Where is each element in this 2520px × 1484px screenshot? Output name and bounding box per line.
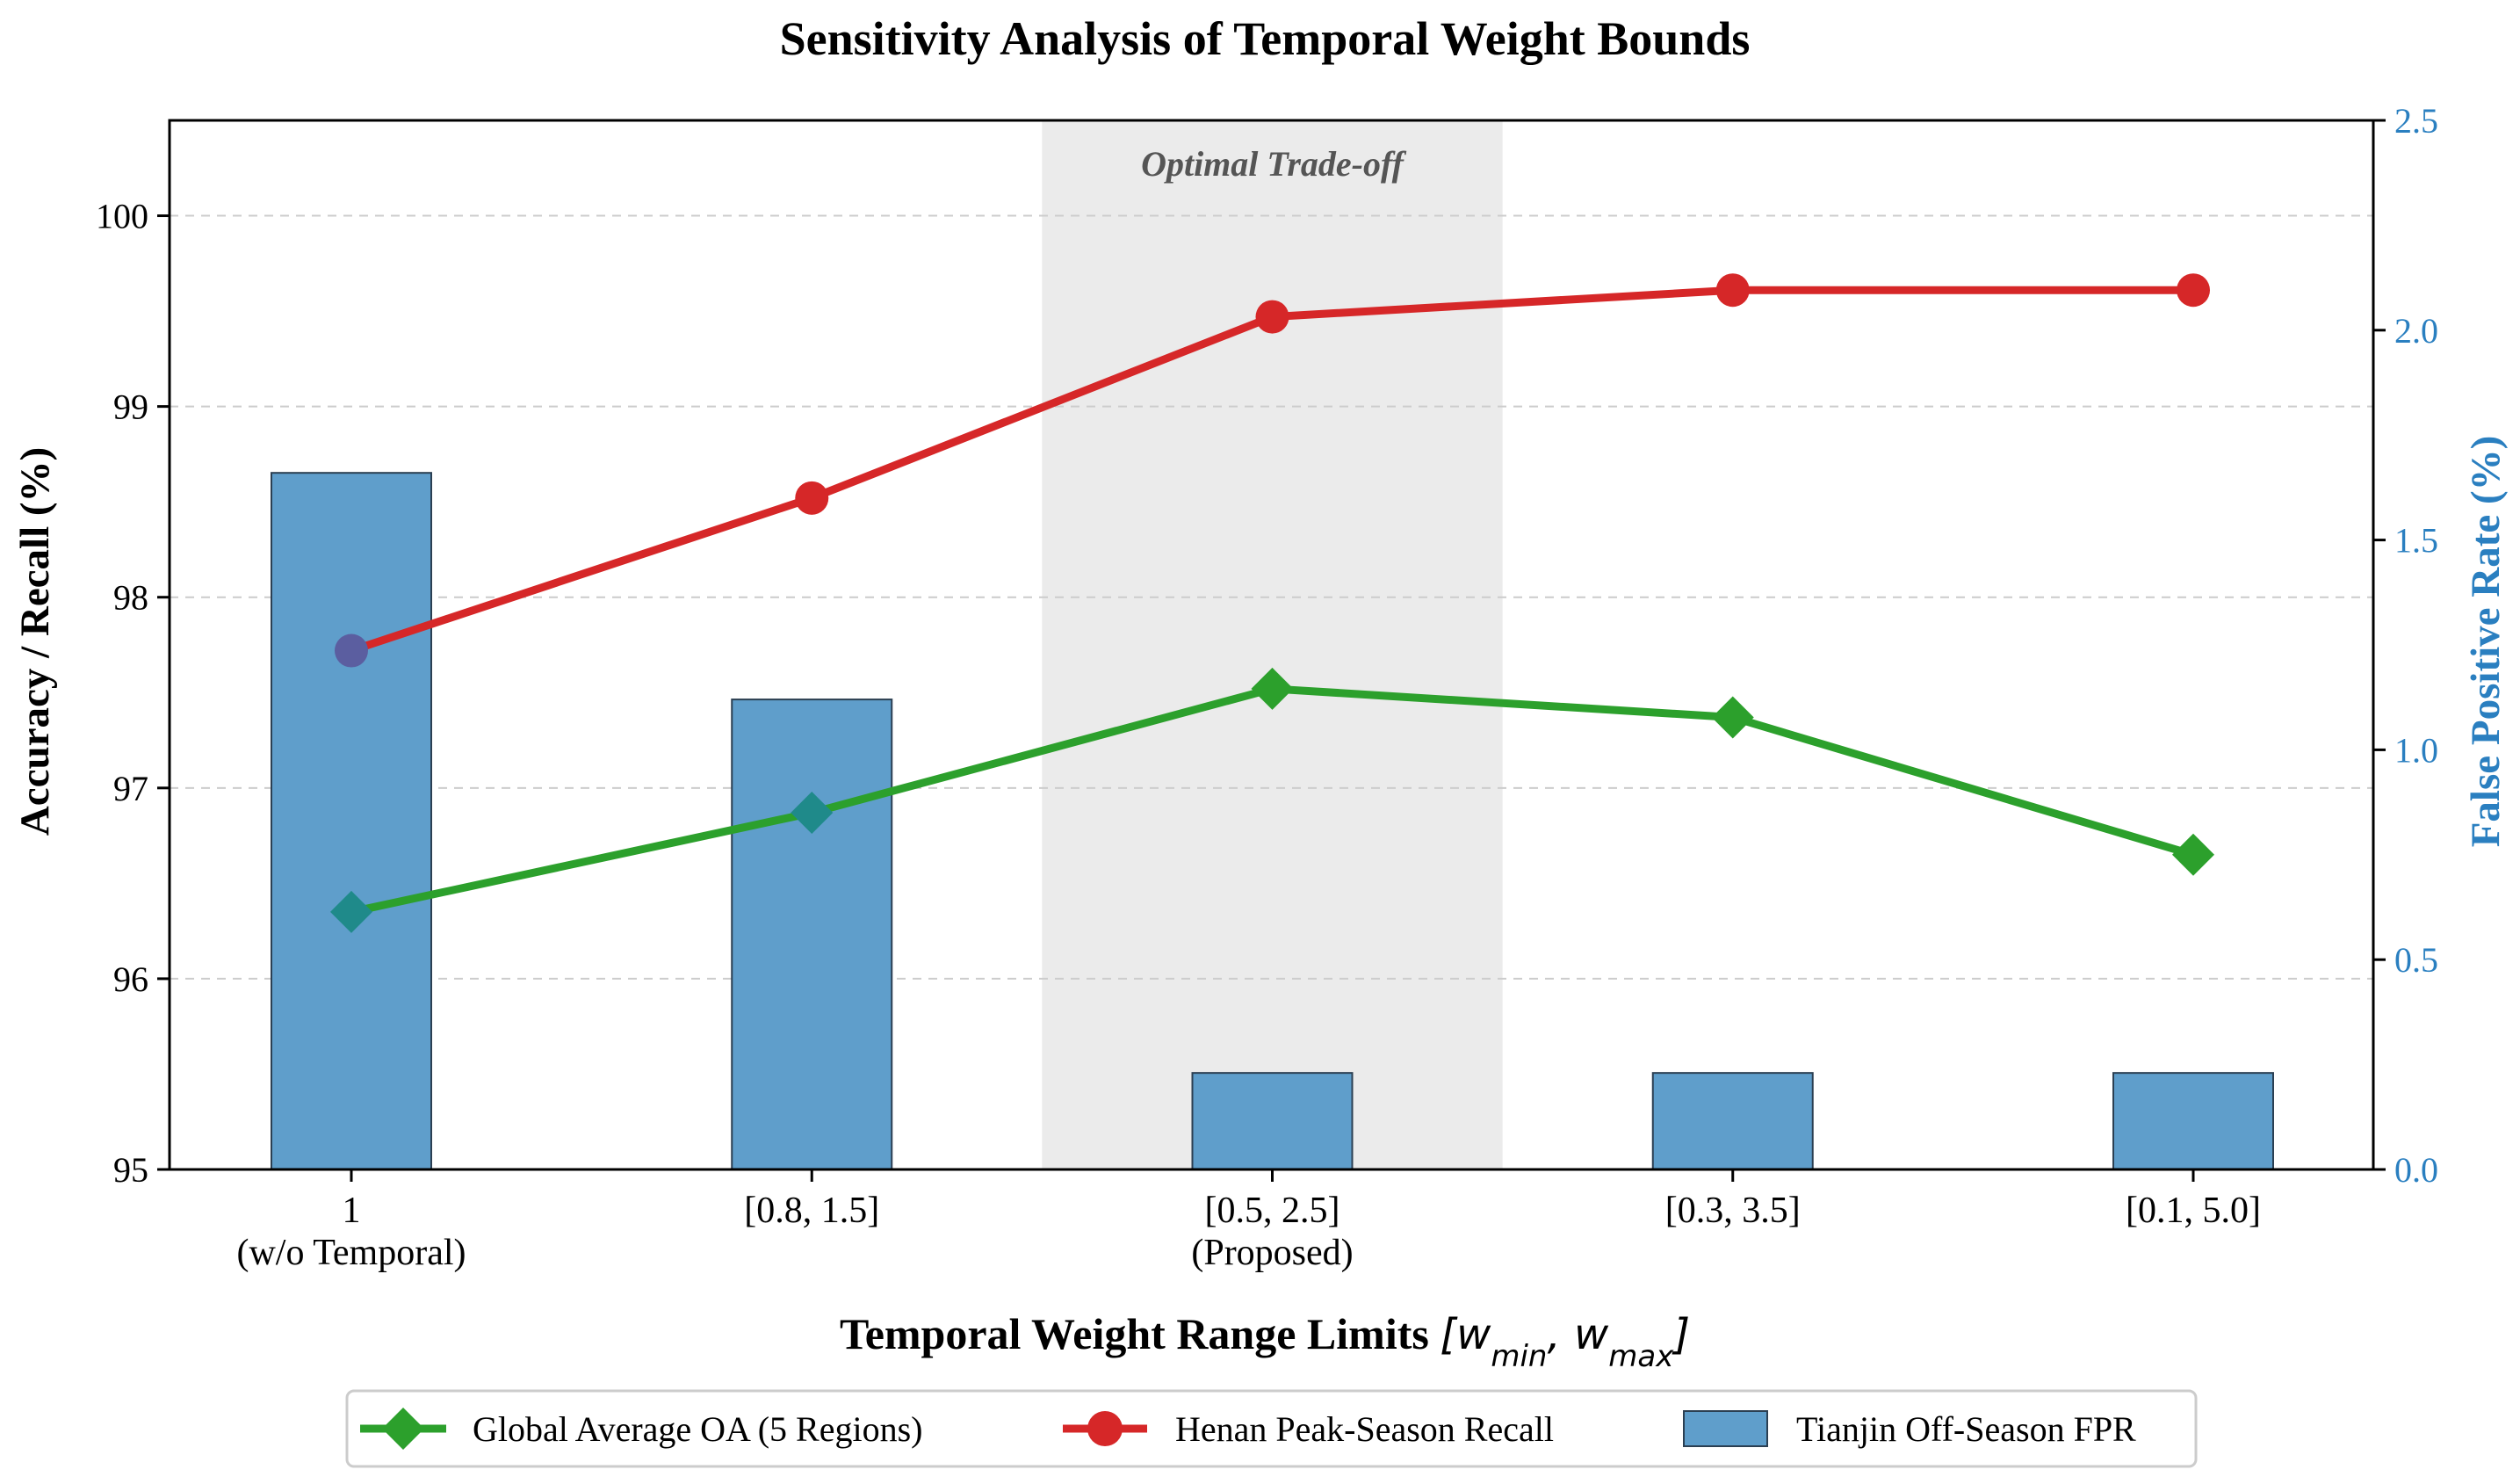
y-left-tick-label: 95 xyxy=(113,1150,148,1190)
y-left-tick-label: 96 xyxy=(113,959,148,999)
y-left-tick-label: 99 xyxy=(113,387,148,427)
highlight-band xyxy=(1042,120,1503,1169)
y-left-tick-label: 98 xyxy=(113,578,148,618)
oa-point xyxy=(1711,696,1754,739)
x-tick-label: [0.5, 2.5] xyxy=(1205,1191,1340,1231)
legend-bar-swatch xyxy=(1683,1410,1768,1447)
x-axis-label-math-sub-max: max xyxy=(1608,1339,1674,1374)
legend-frame xyxy=(345,1389,2198,1468)
recall-point xyxy=(1255,300,1289,334)
oa-point xyxy=(1251,667,1294,710)
recall-point xyxy=(795,481,829,515)
legend-label-oa: Global Average OA (5 Regions) xyxy=(473,1409,922,1449)
x-tick-label: [0.8, 1.5] xyxy=(744,1191,879,1231)
x-axis-label-math-w2: w xyxy=(1574,1310,1609,1359)
x-axis-label-text: Temporal Weight Range Limits xyxy=(840,1309,1429,1358)
y-right-tick-label: 1.0 xyxy=(2394,730,2438,770)
y-right-tick-label: 1.5 xyxy=(2394,521,2438,561)
legend: Global Average OA (5 Regions) Henan Peak… xyxy=(345,1389,2198,1468)
y-left-tick-label: 97 xyxy=(113,769,148,808)
y-left-tick-label: 100 xyxy=(96,197,148,236)
legend-diamond-marker xyxy=(382,1408,424,1450)
x-tick-label: 1 xyxy=(343,1191,361,1231)
x-tick-sublabel: (Proposed) xyxy=(1191,1233,1353,1273)
line-layer xyxy=(330,273,2214,933)
fpr-bar xyxy=(1191,1072,1354,1170)
oa-point xyxy=(791,792,834,835)
grid-layer xyxy=(170,214,2373,980)
x-axis-label-math-sub-min: min xyxy=(1491,1339,1547,1374)
bar-layer xyxy=(271,472,2274,1170)
oa-point xyxy=(2172,833,2214,876)
x-tick-label: [0.3, 3.5] xyxy=(1665,1191,1801,1231)
x-axis-label: Temporal Weight Range Limits [wmin, wmax… xyxy=(840,1309,1690,1374)
fpr-bar xyxy=(731,699,893,1170)
x-tick-sublabel: (w/o Temporal) xyxy=(236,1233,466,1273)
x-axis-label-math-w1: w xyxy=(1456,1310,1491,1359)
y-right-tick-label: 0.5 xyxy=(2394,940,2438,980)
y-right-tick-label: 2.0 xyxy=(2394,311,2438,351)
legend-circle-marker xyxy=(1087,1411,1123,1446)
recall-point xyxy=(1715,273,1750,308)
legend-label-fpr: Tianjin Off-Season FPR xyxy=(1796,1409,2136,1449)
fpr-bar xyxy=(1651,1072,1814,1170)
fpr-bar xyxy=(2112,1072,2274,1170)
y-right-tick-label: 0.0 xyxy=(2394,1150,2438,1190)
x-tick-label: [0.1, 5.0] xyxy=(2126,1191,2261,1231)
oa-point xyxy=(330,890,372,933)
fpr-bar xyxy=(271,472,432,1170)
highlight-layer xyxy=(1042,120,1503,1169)
y-axis-left-label: Accuracy / Recall (%) xyxy=(12,447,58,836)
axis-layer: 95 96 97 98 99 100 0.0 0.5 1.0 1.5 2.0 2.5 1(w/o Tem… xyxy=(96,101,2438,1273)
legend-label-recall: Henan Peak-Season Recall xyxy=(1175,1409,1554,1449)
recall-point xyxy=(2177,273,2210,308)
highlight-label: Optimal Trade-off xyxy=(1141,144,1407,184)
chart-title: Sensitivity Analysis of Temporal Weight … xyxy=(780,12,1751,65)
y-right-tick-label: 2.5 xyxy=(2394,101,2438,141)
recall-point xyxy=(335,633,368,668)
y-axis-right-label: False Positive Rate (%) xyxy=(2463,436,2509,848)
